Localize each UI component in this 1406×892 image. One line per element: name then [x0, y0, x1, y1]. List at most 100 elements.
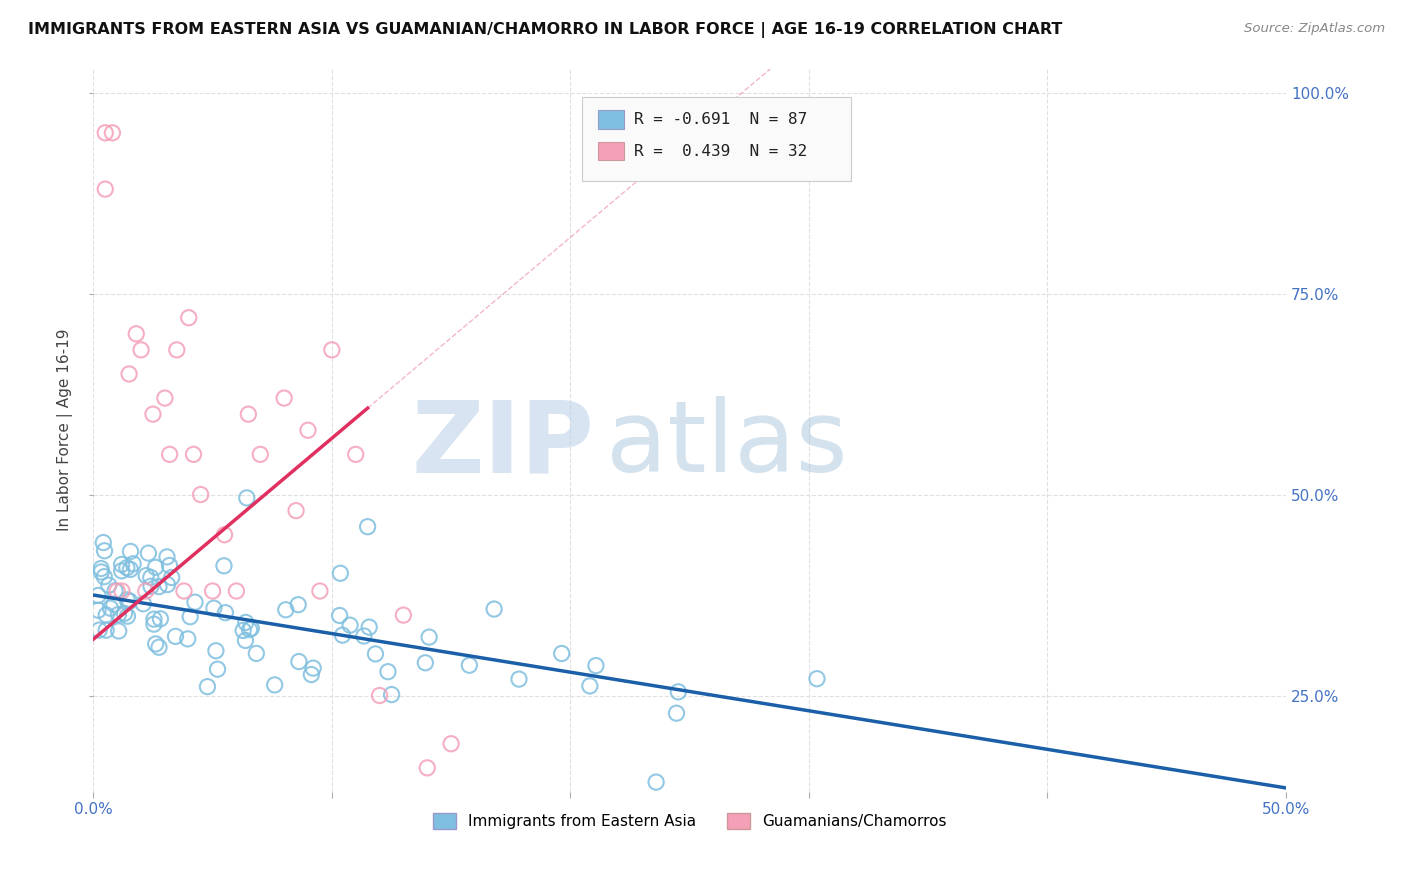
Point	[364, 647, 387, 661]
Point	[96, 607, 118, 622]
Point	[118, 367, 141, 381]
Point	[249, 447, 271, 461]
Bar	[598, 111, 624, 128]
Point	[142, 407, 165, 421]
Point	[111, 584, 134, 599]
Point	[153, 391, 176, 405]
Point	[205, 644, 228, 658]
Point	[440, 737, 463, 751]
Point	[302, 661, 325, 675]
Point	[287, 598, 309, 612]
Point	[139, 570, 162, 584]
Point	[166, 343, 188, 357]
Point	[105, 584, 128, 599]
Point	[297, 423, 319, 437]
Point	[381, 688, 404, 702]
Point	[177, 310, 200, 325]
Point	[665, 706, 688, 721]
Text: R = -0.691  N = 87: R = -0.691 N = 87	[634, 112, 807, 128]
Point	[145, 560, 167, 574]
Point	[139, 579, 162, 593]
Point	[148, 640, 170, 655]
Point	[183, 447, 205, 461]
FancyBboxPatch shape	[582, 97, 851, 181]
Point	[508, 672, 530, 686]
Point	[91, 535, 114, 549]
Point	[356, 519, 378, 533]
Point	[344, 447, 367, 461]
Point	[97, 578, 120, 592]
Point	[329, 608, 352, 623]
Point	[197, 680, 219, 694]
Point	[160, 570, 183, 584]
Point	[236, 491, 259, 505]
Point	[240, 621, 263, 635]
Point	[184, 595, 207, 609]
Point	[148, 580, 170, 594]
Point	[104, 583, 127, 598]
Point	[111, 564, 134, 578]
Text: IMMIGRANTS FROM EASTERN ASIA VS GUAMANIAN/CHAMORRO IN LABOR FORCE | AGE 16-19 CO: IMMIGRANTS FROM EASTERN ASIA VS GUAMANIA…	[28, 22, 1063, 38]
Point	[135, 568, 157, 582]
Point	[143, 612, 166, 626]
Point	[111, 558, 134, 572]
Point	[274, 603, 297, 617]
Point	[100, 601, 122, 615]
Point	[550, 647, 572, 661]
Point	[806, 672, 828, 686]
Point	[329, 566, 352, 581]
Point	[332, 628, 354, 642]
Point	[238, 407, 260, 421]
Point	[245, 647, 267, 661]
Point	[225, 584, 247, 599]
Y-axis label: In Labor Force | Age 16-19: In Labor Force | Age 16-19	[58, 329, 73, 532]
Point	[132, 597, 155, 611]
Point	[190, 487, 212, 501]
Text: atlas: atlas	[606, 396, 848, 493]
Point	[179, 609, 201, 624]
Point	[201, 584, 224, 599]
Point	[285, 503, 308, 517]
Point	[138, 546, 160, 560]
Point	[645, 775, 668, 789]
Point	[288, 655, 311, 669]
Point	[103, 597, 125, 611]
Point	[122, 557, 145, 571]
Text: R =  0.439  N = 32: R = 0.439 N = 32	[634, 145, 807, 159]
Point	[93, 570, 115, 584]
Point	[156, 577, 179, 591]
Point	[579, 679, 602, 693]
Point	[101, 126, 124, 140]
Point	[159, 447, 181, 461]
Point	[416, 761, 439, 775]
Point	[299, 667, 322, 681]
Point	[94, 126, 117, 140]
Point	[377, 665, 399, 679]
Point	[135, 584, 157, 599]
Point	[107, 607, 129, 622]
Point	[235, 633, 257, 648]
Point	[339, 618, 361, 632]
Point	[96, 623, 118, 637]
Point	[156, 549, 179, 564]
Point	[368, 689, 391, 703]
Point	[415, 656, 437, 670]
Point	[232, 624, 254, 638]
Point	[159, 558, 181, 573]
Point	[309, 584, 332, 599]
Point	[235, 615, 257, 630]
Point	[273, 391, 295, 405]
Point	[107, 624, 129, 638]
Point	[165, 629, 187, 643]
Legend: Immigrants from Eastern Asia, Guamanians/Chamorros: Immigrants from Eastern Asia, Guamanians…	[427, 806, 952, 835]
Point	[120, 544, 142, 558]
Point	[90, 561, 112, 575]
Point	[207, 662, 229, 676]
Point	[202, 601, 225, 615]
Point	[238, 623, 260, 637]
Point	[87, 603, 110, 617]
Bar	[598, 143, 624, 161]
Point	[115, 592, 138, 607]
Point	[129, 343, 152, 357]
Point	[90, 565, 112, 579]
